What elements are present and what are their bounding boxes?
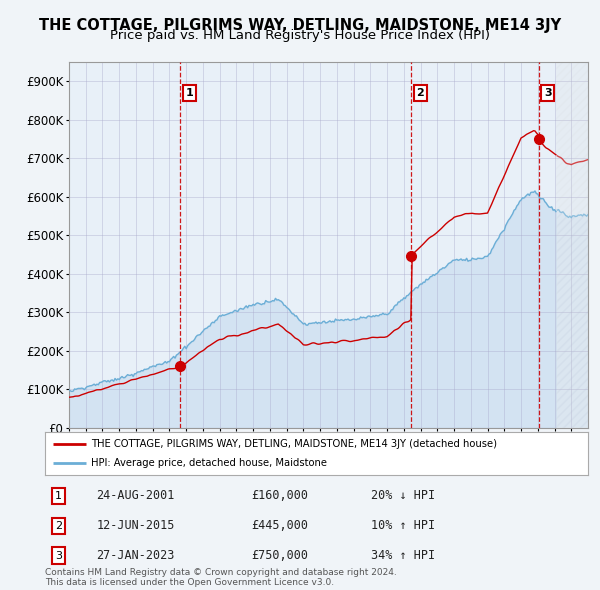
Text: 1: 1 <box>185 88 193 98</box>
Text: 27-JAN-2023: 27-JAN-2023 <box>97 549 175 562</box>
Text: 1: 1 <box>55 491 62 501</box>
Text: THE COTTAGE, PILGRIMS WAY, DETLING, MAIDSTONE, ME14 3JY: THE COTTAGE, PILGRIMS WAY, DETLING, MAID… <box>39 18 561 32</box>
Text: £750,000: £750,000 <box>251 549 308 562</box>
Text: THE COTTAGE, PILGRIMS WAY, DETLING, MAIDSTONE, ME14 3JY (detached house): THE COTTAGE, PILGRIMS WAY, DETLING, MAID… <box>91 439 497 449</box>
Text: 24-AUG-2001: 24-AUG-2001 <box>97 489 175 502</box>
Text: 3: 3 <box>55 550 62 560</box>
Text: Price paid vs. HM Land Registry's House Price Index (HPI): Price paid vs. HM Land Registry's House … <box>110 30 490 42</box>
Text: 2: 2 <box>416 88 424 98</box>
Bar <box>556 62 600 428</box>
Text: £160,000: £160,000 <box>251 489 308 502</box>
Text: 10% ↑ HPI: 10% ↑ HPI <box>371 519 435 532</box>
Text: £445,000: £445,000 <box>251 519 308 532</box>
Text: 3: 3 <box>544 88 551 98</box>
Text: 2: 2 <box>55 521 62 530</box>
Text: HPI: Average price, detached house, Maidstone: HPI: Average price, detached house, Maid… <box>91 458 327 468</box>
Text: 12-JUN-2015: 12-JUN-2015 <box>97 519 175 532</box>
Text: 20% ↓ HPI: 20% ↓ HPI <box>371 489 435 502</box>
Text: Contains HM Land Registry data © Crown copyright and database right 2024.
This d: Contains HM Land Registry data © Crown c… <box>45 568 397 587</box>
Text: 34% ↑ HPI: 34% ↑ HPI <box>371 549 435 562</box>
